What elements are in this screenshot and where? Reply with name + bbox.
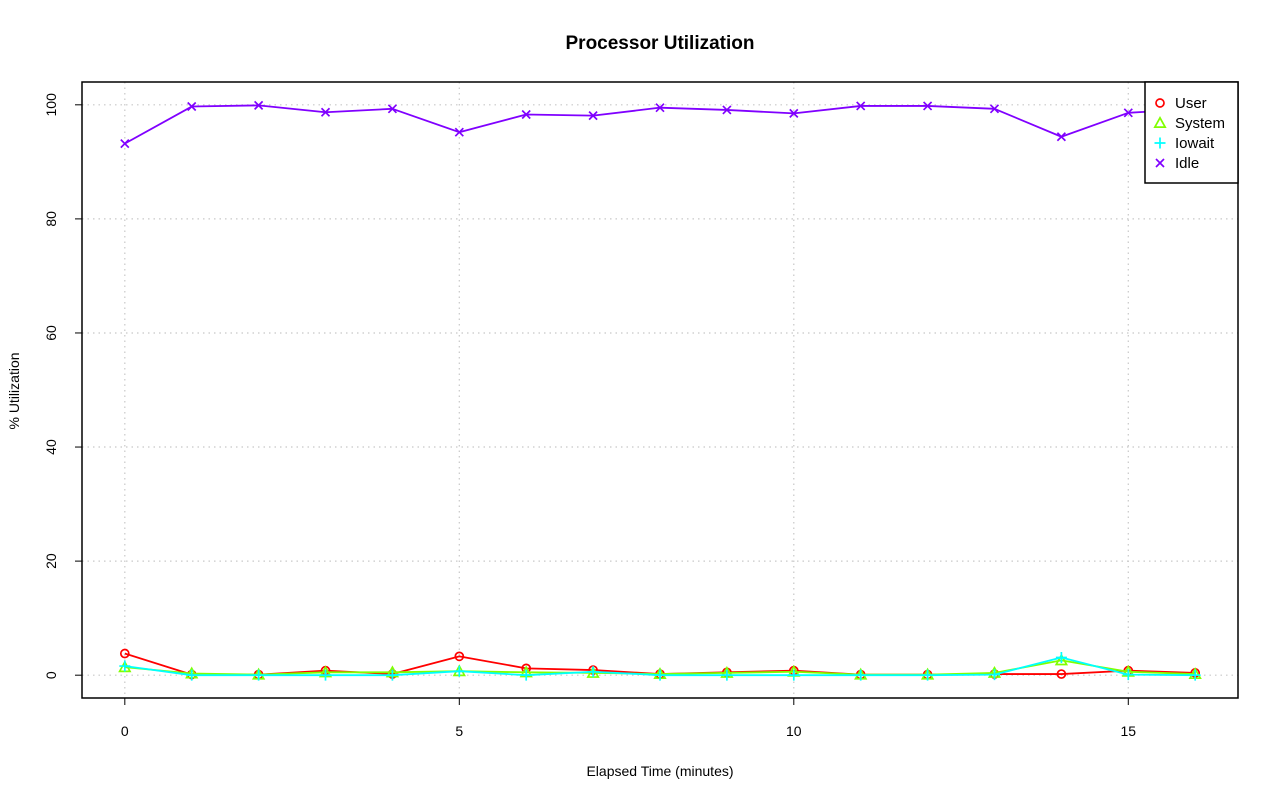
iowait-point <box>253 669 265 681</box>
x-tick-label: 0 <box>121 723 129 739</box>
legend-user-label: User <box>1175 95 1207 112</box>
legend-iowait-label: Iowait <box>1175 135 1215 152</box>
x-tick-label: 15 <box>1120 723 1136 739</box>
iowait-point <box>587 666 599 678</box>
series-iowait <box>119 652 1201 681</box>
axis-layer: 0 5 10 15 0 20 40 60 80 100 <box>43 93 1136 739</box>
series-layer <box>118 100 1202 681</box>
iowait-point <box>320 669 332 681</box>
iowait-point <box>788 669 800 681</box>
idle-point <box>588 111 598 121</box>
iowait-point <box>654 669 666 681</box>
iowait-point <box>1122 669 1134 681</box>
iowait-point <box>721 669 733 681</box>
idle-point <box>187 101 197 112</box>
idle-point <box>722 105 732 115</box>
iowait-point <box>1055 652 1067 664</box>
legend-idle-symbol <box>1155 158 1165 168</box>
y-axis-title: % Utilization <box>6 352 22 429</box>
iowait-point <box>119 660 131 672</box>
iowait-point <box>186 669 198 681</box>
y-tick-label: 80 <box>43 211 59 227</box>
x-tick-label: 5 <box>455 723 463 739</box>
x-axis-title: Elapsed Time (minutes) <box>586 763 733 779</box>
idle-point <box>254 100 264 110</box>
idle-point <box>856 101 866 111</box>
y-tick-label: 0 <box>43 671 59 679</box>
y-tick-label: 60 <box>43 325 59 341</box>
legend: User System Iowait Idle <box>1144 81 1239 184</box>
legend-system-symbol <box>1153 116 1167 129</box>
legend-idle-label: Idle <box>1175 155 1199 172</box>
iowait-point <box>922 669 934 681</box>
idle-point <box>521 109 531 120</box>
iowait-point <box>988 669 1000 681</box>
user-point <box>119 648 130 659</box>
idle-point <box>789 108 799 118</box>
iowait-point <box>855 669 867 681</box>
user-point <box>1056 669 1067 679</box>
idle-point <box>454 127 464 137</box>
plot-frame <box>81 81 1239 699</box>
iowait-point <box>453 665 465 677</box>
idle-point <box>320 107 331 117</box>
idle-point <box>1123 108 1133 118</box>
idle-point <box>922 101 933 111</box>
legend-user-symbol <box>1155 98 1165 108</box>
system-point <box>1054 653 1069 666</box>
y-tick-label: 20 <box>43 553 59 569</box>
user-point <box>454 651 465 662</box>
grid-layer <box>82 82 1238 698</box>
iowait-point <box>1189 669 1201 681</box>
idle-point <box>120 138 130 149</box>
idle-point <box>655 103 665 113</box>
chart-title: Processor Utilization <box>566 33 755 54</box>
iowait-point <box>520 669 532 681</box>
iowait-point <box>386 669 398 681</box>
idle-point <box>387 104 398 114</box>
y-tick-label: 100 <box>43 93 59 117</box>
y-tick-label: 40 <box>43 439 59 455</box>
idle-point <box>989 104 1000 114</box>
legend-system-label: System <box>1175 115 1225 132</box>
legend-iowait-symbol <box>1154 137 1166 149</box>
idle-point <box>1056 132 1066 142</box>
x-tick-label: 10 <box>786 723 802 739</box>
